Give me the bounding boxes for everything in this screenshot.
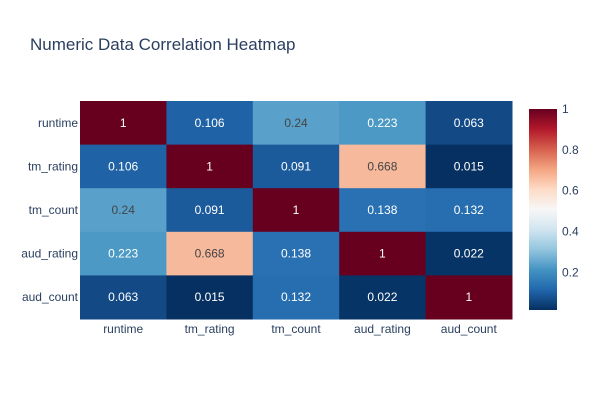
- x-tick-label: tm_count: [271, 322, 321, 336]
- heatmap-cell: [80, 101, 167, 146]
- y-tick-label: tm_rating: [28, 159, 78, 173]
- cell-value-label: 0.223: [108, 247, 138, 261]
- cell-value-label: 0.668: [367, 159, 397, 173]
- chart-title: Numeric Data Correlation Heatmap: [30, 35, 296, 54]
- colorbar-tick-label: 0.2: [562, 265, 579, 279]
- heatmap-cell: [425, 231, 513, 276]
- heatmap-cell: [252, 231, 340, 276]
- cell-value-label: 0.138: [281, 247, 311, 261]
- heatmap-cell: [166, 275, 254, 320]
- cell-value-label: 1: [120, 116, 127, 130]
- cell-value-label: 0.015: [454, 159, 484, 173]
- cell-value-label: 1: [379, 247, 386, 261]
- cell-value-label: 0.091: [195, 203, 225, 217]
- heatmap-cell: [166, 101, 254, 146]
- heatmap-cell: [339, 275, 427, 320]
- cell-value-label: 0.063: [454, 116, 484, 130]
- x-tick-label: tm_rating: [185, 322, 235, 336]
- cell-value-label: 0.132: [454, 203, 484, 217]
- cell-value-label: 0.24: [284, 116, 308, 130]
- x-axis-ticks: runtime tm_rating tm_count aud_rating aud_co…: [103, 322, 497, 336]
- cell-value-label: 0.106: [195, 116, 225, 130]
- heatmap-cell: [425, 188, 513, 233]
- heatmap-cell: [339, 188, 427, 233]
- colorbar: [529, 109, 557, 310]
- x-tick-label: runtime: [103, 322, 143, 336]
- heatmap-cell: [166, 231, 254, 276]
- heatmap-cell: [252, 144, 340, 189]
- y-axis-ticks: runtime tm_rating tm_count aud_rating aud_co…: [21, 116, 78, 304]
- cell-value-label: 0.022: [367, 290, 397, 304]
- cell-value-label: 1: [293, 203, 300, 217]
- heatmap-cell: [252, 188, 340, 233]
- colorbar-ticks: 0.2 0.4 0.6 0.8 1: [562, 102, 579, 279]
- heatmap-cell: [252, 101, 340, 146]
- heatmap-cell: [425, 144, 513, 189]
- colorbar-tick-label: 0.4: [562, 224, 579, 238]
- colorbar-tick-label: 1: [562, 102, 569, 116]
- cell-value-label: 0.668: [195, 247, 225, 261]
- cell-value-label: 0.063: [108, 290, 138, 304]
- heatmap-cells: 1 0.106 0.24 0.223 0.063 0.106 1 0.091 0.668 0.01…: [80, 101, 513, 320]
- colorbar-tick-label: 0.8: [562, 143, 579, 157]
- y-tick-label: aud_rating: [21, 247, 78, 261]
- heatmap-cell: [339, 231, 427, 276]
- cell-value-label: 0.106: [108, 159, 138, 173]
- x-tick-label: aud_rating: [354, 322, 411, 336]
- heatmap-cell: [80, 188, 167, 233]
- cell-value-label: 0.138: [367, 203, 397, 217]
- colorbar-tick-label: 0.6: [562, 184, 579, 198]
- cell-value-label: 0.132: [281, 290, 311, 304]
- cell-value-label: 0.022: [454, 247, 484, 261]
- cell-value-label: 0.223: [367, 116, 397, 130]
- heatmap-cell: [80, 275, 167, 320]
- cell-value-label: 0.24: [112, 203, 136, 217]
- cell-value-label: 1: [206, 159, 213, 173]
- heatmap-cell: [339, 101, 427, 146]
- heatmap-cell: [80, 144, 167, 189]
- cell-value-label: 0.091: [281, 159, 311, 173]
- heatmap-cell: [425, 275, 513, 320]
- heatmap-cell: [425, 101, 513, 146]
- x-tick-label: aud_count: [441, 322, 498, 336]
- cell-value-label: 0.015: [195, 290, 225, 304]
- cell-value-label: 1: [465, 290, 472, 304]
- heatmap-cell: [166, 188, 254, 233]
- y-tick-label: aud_count: [22, 290, 79, 304]
- y-tick-label: tm_count: [29, 203, 79, 217]
- heatmap-cell: [80, 231, 167, 276]
- heatmap-cell: [252, 275, 340, 320]
- heatmap-cell: [166, 144, 254, 189]
- y-tick-label: runtime: [38, 116, 78, 130]
- heatmap-cell: [339, 144, 427, 189]
